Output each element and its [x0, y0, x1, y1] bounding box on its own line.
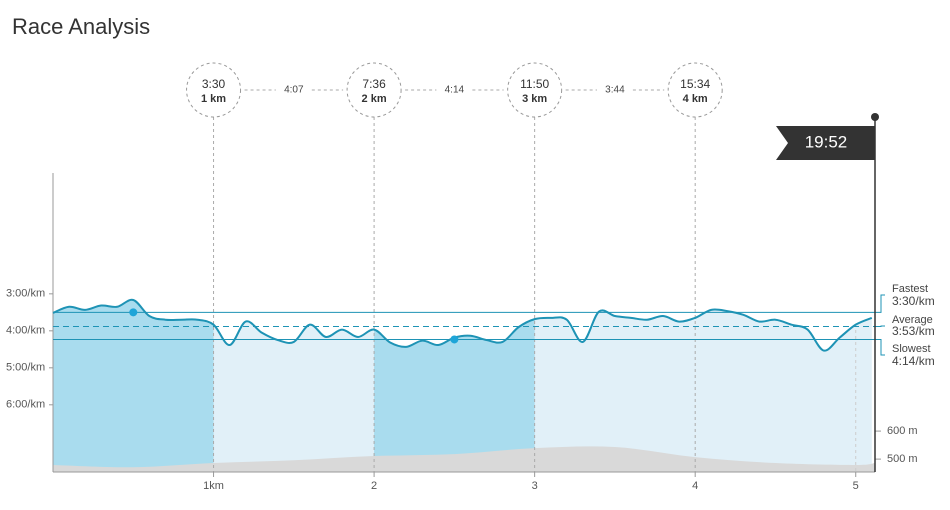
- y-tick-label: 4:00/km: [6, 325, 45, 337]
- x-tick-label: 1km: [203, 480, 224, 492]
- split-circle: [186, 62, 242, 118]
- split-pace: 4:07: [284, 85, 304, 96]
- reference-label: Fastest: [892, 283, 928, 295]
- reference-label: Average: [892, 314, 933, 326]
- finish-time: 19:52: [805, 132, 848, 151]
- bracket: [875, 294, 885, 313]
- split-pace: 3:44: [605, 85, 625, 96]
- split-circle: [507, 62, 563, 118]
- split-label: 2 km: [362, 93, 387, 105]
- reference-value: 4:14/km: [892, 354, 935, 368]
- elevation-area: [53, 446, 875, 472]
- reference-label: Slowest: [892, 343, 931, 355]
- split-time: 15:34: [680, 77, 710, 91]
- reference-value: 3:53/km: [892, 324, 935, 338]
- split-label: 4 km: [683, 93, 708, 105]
- y2-tick-label: 500 m: [887, 453, 918, 465]
- x-tick-label: 2: [371, 480, 377, 492]
- reference-value: 3:30/km: [892, 294, 935, 308]
- split-time: 7:36: [362, 77, 386, 91]
- split-label: 3 km: [522, 93, 547, 105]
- split-pace: 4:14: [445, 85, 465, 96]
- pace-marker: [450, 335, 459, 344]
- split-circle: [667, 62, 723, 118]
- split-time: 3:30: [202, 77, 226, 91]
- y-tick-label: 3:00/km: [6, 288, 45, 300]
- pace-marker: [129, 308, 138, 317]
- y-tick-label: 5:00/km: [6, 362, 45, 374]
- bracket: [875, 325, 885, 328]
- y-tick-label: 6:00/km: [6, 399, 45, 411]
- x-tick-label: 4: [692, 480, 698, 492]
- x-tick-label: 5: [853, 480, 859, 492]
- split-label: 1 km: [201, 93, 226, 105]
- split-time: 11:50: [520, 77, 549, 91]
- y2-tick-label: 600 m: [887, 425, 918, 437]
- bracket: [875, 338, 885, 356]
- split-circle: [346, 62, 402, 118]
- chart-title: Race Analysis: [12, 14, 150, 39]
- finish-dot: [871, 113, 879, 121]
- x-tick-label: 3: [532, 480, 538, 492]
- finish-flag: [776, 126, 875, 160]
